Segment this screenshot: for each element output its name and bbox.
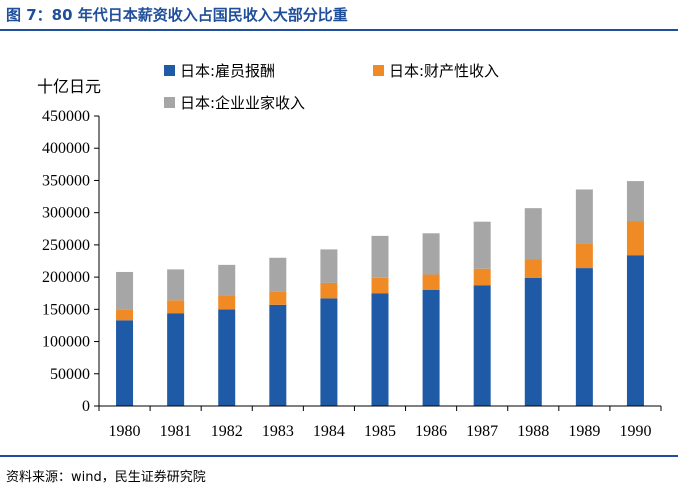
bar-segment	[626, 255, 644, 406]
y-tick-label: 300000	[42, 205, 90, 222]
bar-segment	[269, 304, 287, 406]
y-tick-label: 200000	[42, 269, 90, 286]
bar-segment	[167, 300, 185, 314]
bar-segment	[371, 235, 389, 278]
bar-segment	[575, 243, 593, 269]
legend-label: 日本:企业业家收入	[180, 94, 305, 112]
legend-swatch	[164, 97, 175, 108]
bar-segment	[626, 221, 644, 256]
bar-segment	[575, 268, 593, 406]
bar-segment	[422, 274, 440, 290]
bar-segment	[473, 268, 491, 286]
y-tick-label: 400000	[42, 140, 90, 157]
y-tick-label: 450000	[42, 108, 90, 125]
y-tick-label: 0	[82, 398, 90, 415]
bar-segment	[473, 285, 491, 406]
bar-segment	[524, 259, 542, 278]
bar-segment	[269, 257, 287, 292]
bar-segment	[218, 309, 236, 406]
x-tick-label: 1987	[466, 423, 498, 440]
bar-segment	[116, 271, 134, 310]
x-tick-label: 1986	[415, 423, 447, 440]
y-tick-label: 250000	[42, 237, 90, 254]
bar-segment	[524, 208, 542, 260]
legend-label: 日本:雇员报酬	[180, 62, 275, 80]
bar-segment	[422, 233, 440, 275]
title-rule	[0, 29, 678, 31]
bar-segment	[320, 298, 338, 406]
bar-segment	[524, 277, 542, 406]
chart-title: 图 7：80 年代日本薪资收入占国民收入大部分比重	[6, 6, 348, 24]
x-tick-label: 1980	[109, 423, 141, 440]
footer-rule	[0, 455, 678, 457]
x-tick-label: 1984	[313, 423, 345, 440]
y-tick-label: 100000	[42, 334, 90, 351]
bar-segment	[218, 295, 236, 310]
bar-segment	[371, 277, 389, 294]
y-axis-unit-label: 十亿日元	[37, 77, 101, 96]
x-tick-label: 1989	[568, 423, 600, 440]
x-tick-label: 1985	[364, 423, 396, 440]
bar-segment	[473, 221, 491, 269]
bars	[116, 181, 644, 406]
bar-segment	[371, 293, 389, 406]
y-tick-label: 350000	[42, 172, 90, 189]
source-note: 资料来源：wind，民生证券研究院	[6, 470, 206, 485]
y-tick-label: 150000	[42, 301, 90, 318]
bar-segment	[269, 291, 287, 305]
legend-swatch	[373, 65, 384, 76]
x-tick-label: 1982	[211, 423, 243, 440]
legend-label: 日本:财产性收入	[389, 62, 499, 80]
y-axis: 0 50000 100000 150000 200000 250000 300000 3500…	[42, 108, 100, 415]
bar-segment	[575, 189, 593, 244]
legend-swatch	[164, 65, 175, 76]
bar-segment	[218, 264, 236, 296]
x-tick-label: 1983	[262, 423, 294, 440]
bar-segment	[167, 313, 185, 406]
bar-segment	[626, 181, 644, 222]
bar-segment	[116, 309, 134, 321]
bar-segment	[320, 282, 338, 299]
bar-segment	[116, 320, 134, 406]
bar-segment	[422, 290, 440, 406]
x-tick-label: 1981	[160, 423, 192, 440]
x-tick-label: 1988	[517, 423, 549, 440]
x-tick-label: 1990	[619, 423, 651, 440]
bar-segment	[320, 249, 338, 283]
bar-segment	[167, 269, 185, 301]
y-tick-label: 50000	[50, 366, 90, 383]
x-axis: 1980 1981 1982 1983 1984 1985 1986 1987 1988 1989…	[98, 405, 662, 440]
